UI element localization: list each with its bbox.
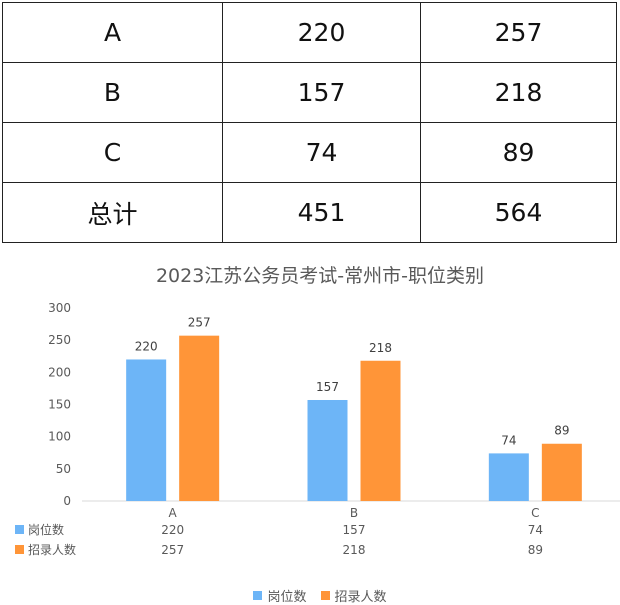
row-value-2: 564 xyxy=(420,182,617,243)
legend-label: 岗位数 xyxy=(267,590,307,605)
legend-label: 招录人数 xyxy=(334,590,387,605)
row-value-1: 74 xyxy=(222,122,421,183)
bar-C-1 xyxy=(541,443,582,501)
row-label: A xyxy=(2,2,223,63)
data-table-value: 157 xyxy=(343,523,366,537)
table-row: 总计 451 564 xyxy=(2,182,617,243)
data-label: 89 xyxy=(554,424,569,438)
row-value-2: 257 xyxy=(420,2,617,63)
bar-A-1 xyxy=(179,335,220,501)
data-label: 257 xyxy=(188,316,211,330)
y-tick-label: 250 xyxy=(48,333,71,347)
row-value-1: 220 xyxy=(222,2,421,63)
data-table-value: 218 xyxy=(343,543,366,557)
y-tick-label: 150 xyxy=(48,398,71,412)
legend-swatch-icon xyxy=(320,591,330,600)
data-label: 157 xyxy=(316,380,339,394)
legend-swatch-icon xyxy=(253,591,263,600)
data-label: 74 xyxy=(501,433,516,447)
row-label: 总计 xyxy=(2,182,223,243)
legend-item[interactable]: 招录人数 xyxy=(320,586,387,605)
y-tick-label: 100 xyxy=(48,430,71,444)
table-row: C 74 89 xyxy=(2,122,617,183)
x-tick-label: A xyxy=(169,506,178,520)
row-value-2: 89 xyxy=(420,122,617,183)
row-label: C xyxy=(2,122,223,183)
data-table-value: 89 xyxy=(528,543,543,557)
data-table-value: 257 xyxy=(161,543,184,557)
y-tick-label: 300 xyxy=(48,301,71,315)
table-row: B 157 218 xyxy=(2,62,617,123)
table-row: A 220 257 xyxy=(2,2,617,63)
data-table-value: 74 xyxy=(528,523,543,537)
bar-B-1 xyxy=(360,360,401,501)
stats-table: A 220 257 B 157 218 C 74 89 总计 451 564 xyxy=(2,2,617,243)
y-tick-label: 200 xyxy=(48,365,71,379)
x-tick-label: B xyxy=(350,506,358,520)
legend-key-icon xyxy=(15,545,24,554)
chart-title: 2023江苏公务员考试-常州市-职位类别 xyxy=(155,265,485,287)
legend-key-icon xyxy=(15,525,24,534)
row-value-1: 451 xyxy=(222,182,421,243)
row-value-2: 218 xyxy=(420,62,617,123)
y-tick-label: 50 xyxy=(56,462,71,476)
data-label: 218 xyxy=(369,341,392,355)
legend-item[interactable]: 岗位数 xyxy=(253,586,307,605)
row-value-1: 157 xyxy=(222,62,421,123)
y-tick-label: 0 xyxy=(63,494,71,508)
chart-legend: 岗位数 招录人数 xyxy=(0,586,620,605)
data-table-series-label: 招录人数 xyxy=(28,542,76,557)
bar-C-0 xyxy=(488,453,529,501)
data-table-value: 220 xyxy=(161,523,184,537)
bar-B-0 xyxy=(307,399,348,501)
x-tick-label: C xyxy=(531,506,539,520)
data-label: 220 xyxy=(135,339,158,353)
data-table-series-label: 岗位数 xyxy=(28,522,64,537)
bar-A-0 xyxy=(126,359,167,501)
